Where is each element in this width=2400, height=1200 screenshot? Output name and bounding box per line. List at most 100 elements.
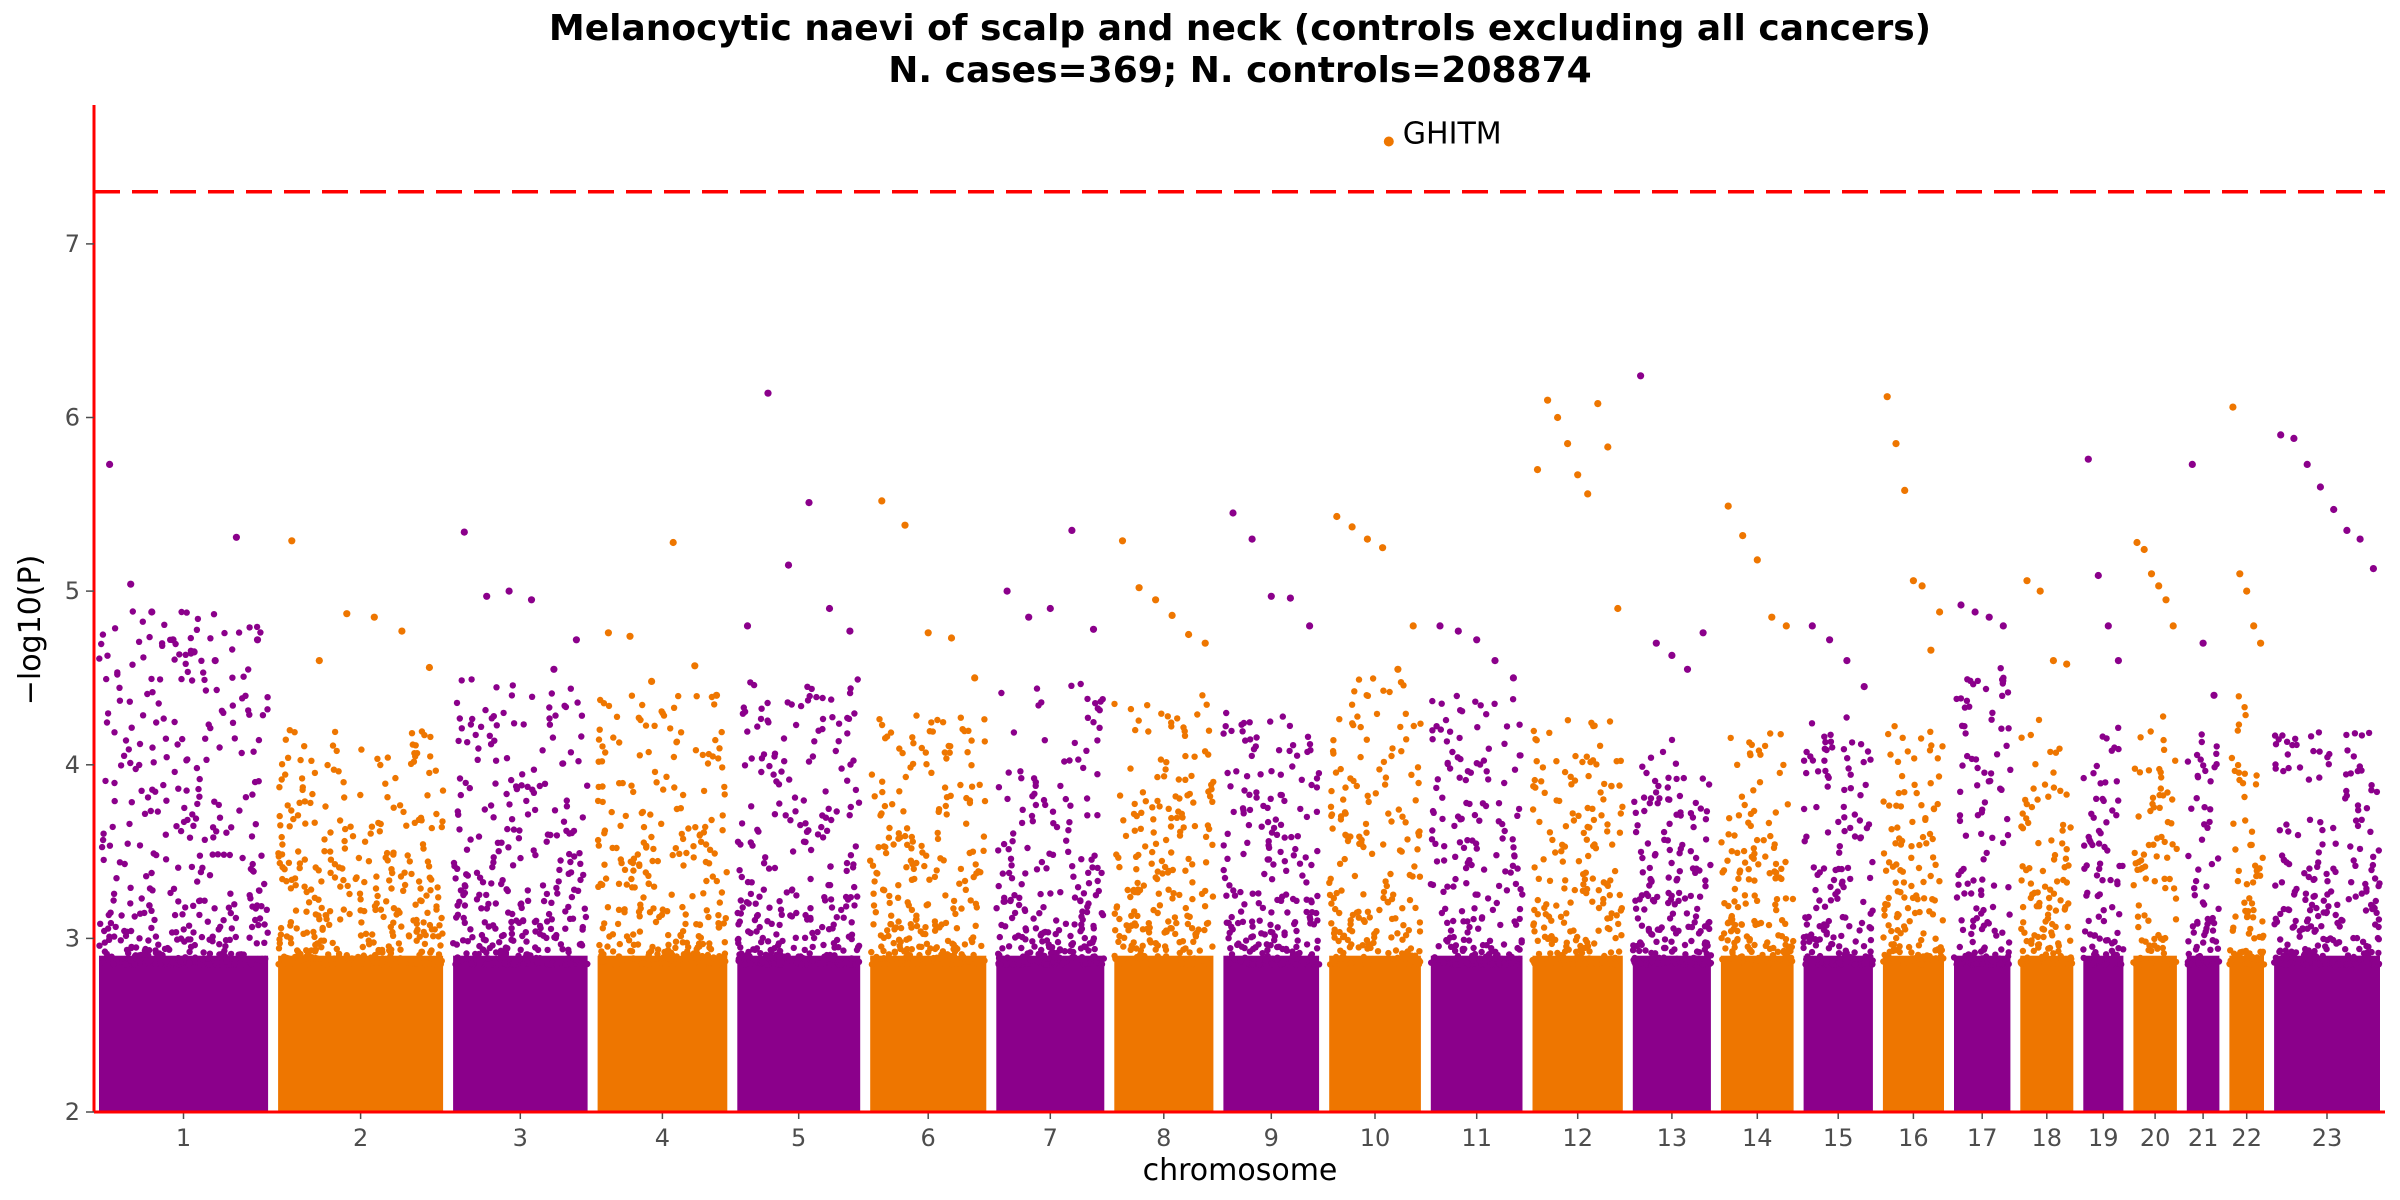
snp-point — [843, 859, 851, 867]
snp-point — [757, 950, 764, 957]
snp-point — [1438, 909, 1446, 917]
top-snp-point — [211, 657, 219, 665]
snp-point — [545, 910, 553, 918]
snp-point — [1727, 928, 1735, 935]
snp-point — [2169, 956, 2176, 964]
snp-point — [1836, 849, 1843, 856]
snp-point — [1451, 822, 1458, 830]
snp-point — [630, 955, 637, 962]
snp-point — [1097, 698, 1104, 705]
snp-point — [178, 675, 185, 683]
snp-point — [1557, 913, 1565, 920]
snp-point — [2352, 862, 2359, 869]
snp-point — [1769, 951, 1777, 959]
snp-point — [1867, 925, 1875, 932]
snp-point — [1347, 917, 1354, 924]
snp-point — [141, 909, 148, 917]
snp-point — [934, 716, 941, 724]
snp-point — [255, 887, 263, 894]
snp-point — [1332, 769, 1340, 776]
snp-point — [642, 869, 649, 876]
snp-point — [388, 885, 395, 892]
snp-point — [1533, 737, 1540, 744]
snp-point — [518, 904, 525, 912]
snp-point — [253, 902, 261, 909]
snp-point — [247, 865, 255, 873]
snp-point — [198, 657, 205, 664]
snp-point — [359, 943, 366, 951]
snp-point — [1190, 938, 1197, 945]
snp-point — [2067, 937, 2074, 944]
snp-point — [99, 836, 107, 844]
snp-point — [673, 739, 680, 746]
top-snp-point — [425, 663, 433, 672]
snp-point — [830, 921, 837, 928]
top-snp-point — [2199, 639, 2207, 647]
snp-point — [1152, 840, 1160, 847]
snp-point — [943, 794, 951, 801]
snp-point — [2259, 854, 2266, 861]
snp-point — [682, 911, 689, 918]
snp-point — [972, 861, 979, 868]
snp-point — [232, 914, 240, 922]
snp-point — [776, 800, 783, 807]
snp-point — [1964, 752, 1971, 760]
snp-point — [418, 817, 425, 824]
snp-point — [2135, 923, 2142, 931]
snp-point — [876, 716, 883, 723]
snp-point — [1993, 751, 2001, 758]
snp-point — [1800, 805, 1808, 813]
snp-point — [1454, 952, 1462, 960]
snp-point — [909, 860, 916, 868]
snp-point — [637, 716, 644, 724]
snp-point — [594, 797, 602, 805]
snp-point — [1005, 943, 1013, 950]
snp-point — [1057, 782, 1064, 790]
top-snp-point — [764, 389, 772, 397]
snp-point — [1385, 949, 1392, 957]
snp-point — [1702, 836, 1710, 843]
snp-point — [229, 719, 237, 726]
snp-point — [1275, 747, 1283, 754]
snp-point — [1220, 866, 1227, 874]
snp-point — [910, 865, 917, 873]
snp-point — [459, 937, 467, 944]
snp-point — [308, 757, 315, 764]
snp-point — [1293, 752, 1301, 759]
snp-point — [1666, 915, 1674, 922]
snp-point — [1140, 882, 1148, 889]
top-snp-point — [1003, 587, 1011, 595]
snp-point — [565, 903, 572, 911]
snp-point — [2246, 895, 2253, 902]
snp-point — [953, 925, 961, 932]
snp-point — [1759, 951, 1766, 959]
snp-point — [1431, 954, 1438, 961]
snp-point — [1168, 814, 1175, 822]
chromosome-16-points — [1880, 393, 1947, 1112]
snp-point — [1728, 848, 1736, 855]
snp-point — [1022, 936, 1029, 943]
snp-point — [1985, 920, 1993, 927]
top-snp-point — [1927, 646, 1935, 654]
chromosome-6-dense-band — [870, 955, 987, 1112]
snp-point — [553, 884, 560, 892]
snp-point — [672, 938, 680, 945]
snp-point — [1061, 758, 1068, 765]
snp-point — [489, 942, 496, 949]
top-snp-point — [288, 537, 296, 545]
snp-point — [1274, 954, 1281, 961]
snp-point — [1028, 812, 1036, 820]
snp-point — [653, 779, 660, 786]
snp-point — [544, 946, 551, 954]
snp-point — [539, 747, 546, 754]
snp-point — [902, 954, 909, 961]
snp-point — [1738, 793, 1746, 800]
snp-point — [184, 668, 191, 676]
snp-point — [222, 943, 229, 950]
snp-point — [1077, 928, 1084, 935]
snp-point — [1294, 950, 1302, 957]
snp-point — [2065, 862, 2072, 869]
snp-point — [1886, 802, 1893, 809]
snp-point — [282, 771, 289, 778]
snp-point — [706, 940, 713, 947]
